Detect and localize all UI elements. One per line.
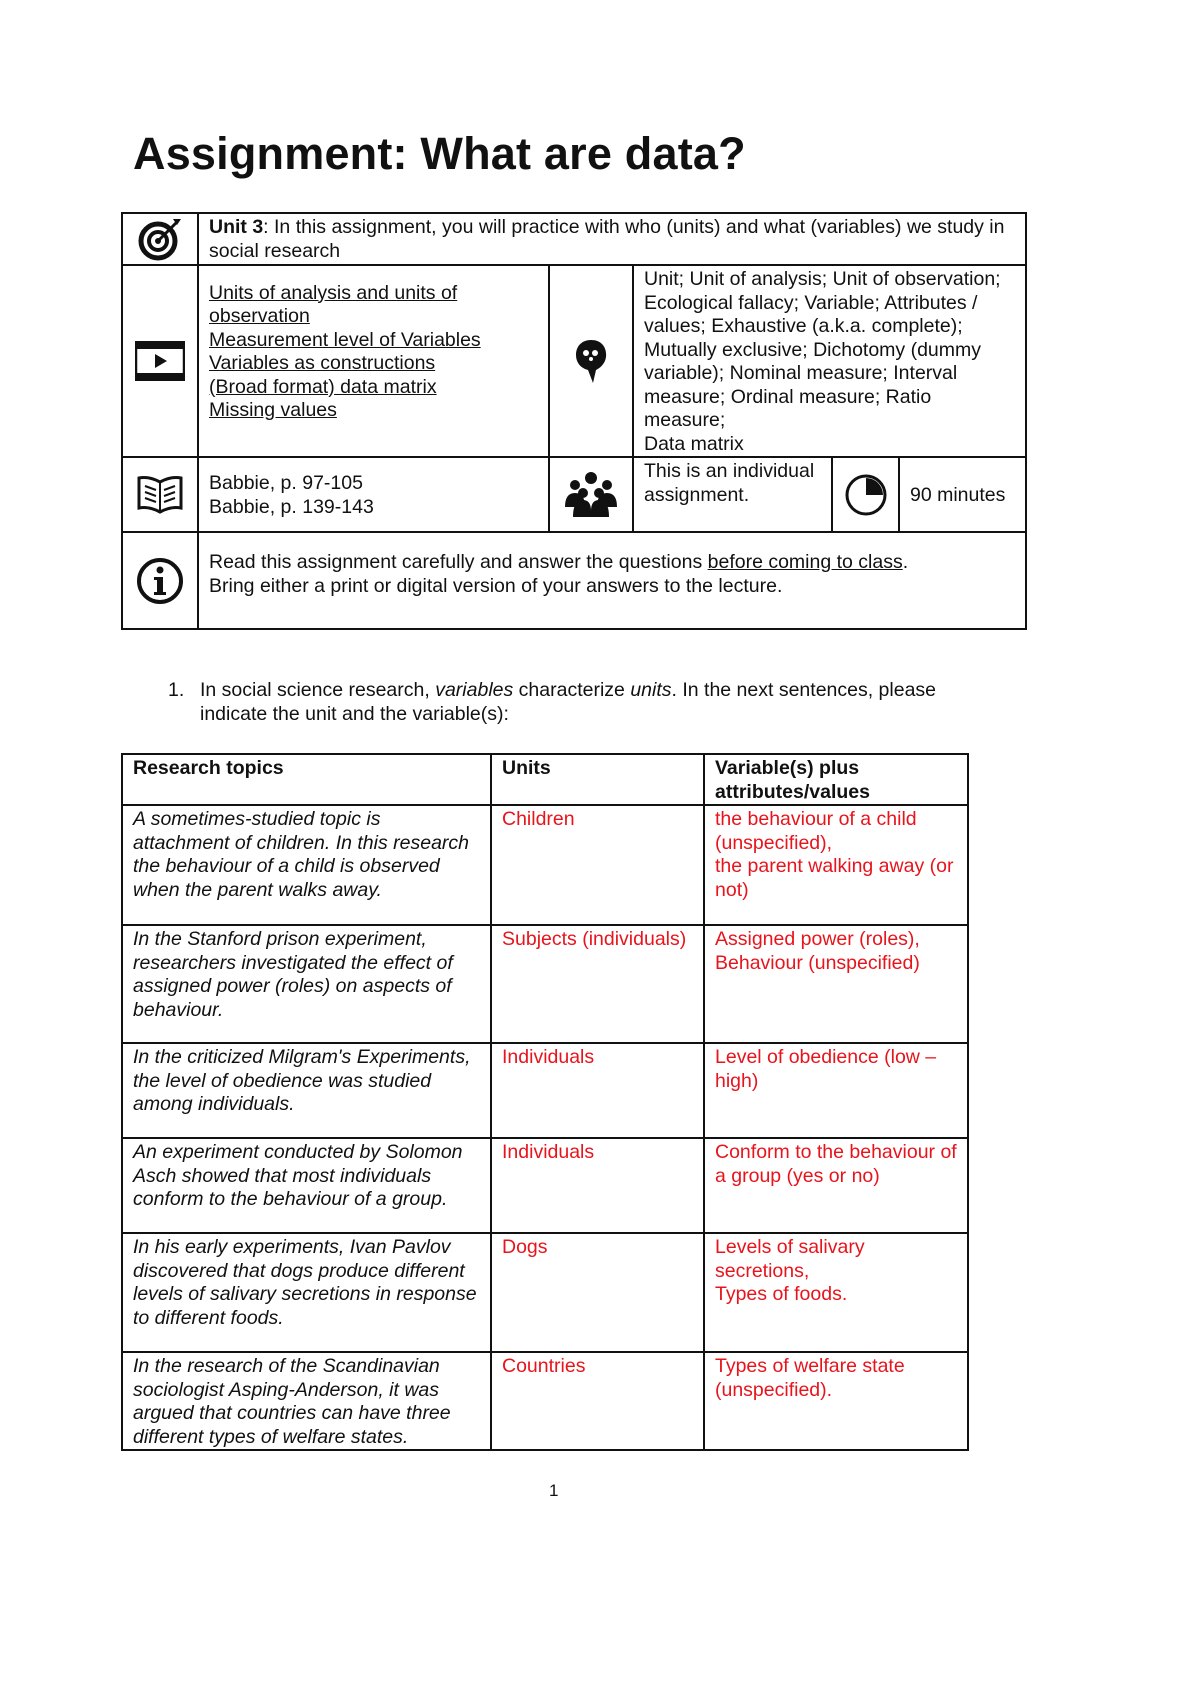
- head-concepts-icon: [548, 264, 634, 458]
- variables-cell: Types of welfare state (unspecified).: [703, 1351, 969, 1451]
- clock-icon: [831, 456, 900, 533]
- question-number: 1.: [168, 679, 185, 701]
- unit-cell: Subjects (individuals): [490, 924, 705, 1044]
- instructions: Read this assignment carefully and answe…: [196, 531, 1028, 630]
- unit-cell: Children: [490, 804, 705, 926]
- unit-cell: Individuals: [490, 1042, 705, 1139]
- table-row: In the criticized Milgram's Experiments,…: [121, 1042, 969, 1139]
- variables-cell: Assigned power (roles), Behaviour (unspe…: [703, 924, 969, 1044]
- topic-cell: A sometimes-studied topic is attachment …: [121, 804, 492, 926]
- info-icon: [121, 531, 199, 630]
- table-row: In the research of the Scandinavian soci…: [121, 1351, 969, 1451]
- topic-cell: In the research of the Scandinavian soci…: [121, 1351, 492, 1451]
- unit-cell: Dogs: [490, 1232, 705, 1353]
- header-research-topics: Research topics: [121, 753, 492, 806]
- variables-cell: the behaviour of a child (unspecified), …: [703, 804, 969, 926]
- table-row: A sometimes-studied topic is attachment …: [121, 804, 969, 926]
- video-links: Units of analysis and units of observati…: [197, 264, 550, 458]
- page-number: 1: [549, 1481, 559, 1500]
- video-link[interactable]: (Broad format) data matrix: [209, 375, 437, 398]
- target-icon: [121, 212, 199, 266]
- before-class-link: before coming to class: [707, 551, 903, 573]
- header-variables: Variable(s) plus attributes/values: [703, 753, 969, 806]
- reading-item: Babbie, p. 139-143: [209, 495, 374, 518]
- video-link[interactable]: Measurement level of Variables: [209, 328, 481, 351]
- readings: Babbie, p. 97-105 Babbie, p. 139-143: [197, 456, 550, 533]
- video-link[interactable]: Missing values: [209, 399, 337, 421]
- unit-cell: Countries: [490, 1351, 705, 1451]
- unit-cell: Individuals: [490, 1137, 705, 1234]
- table-row: In the Stanford prison experiment, resea…: [121, 924, 969, 1044]
- table-header-row: Research topics Units Variable(s) plus a…: [121, 753, 969, 806]
- table-row: In his early experiments, Ivan Pavlov di…: [121, 1232, 969, 1353]
- variables-cell: Level of obedience (low – high): [703, 1042, 969, 1139]
- variables-cell: Levels of salivary secretions, Types of …: [703, 1232, 969, 1353]
- duration: 90 minutes: [897, 456, 1028, 533]
- topic-cell: In the criticized Milgram's Experiments,…: [121, 1042, 492, 1139]
- unit-description: Unit 3: In this assignment, you will pra…: [196, 212, 1028, 266]
- video-icon: [121, 264, 199, 458]
- video-link[interactable]: Variables as constructions: [209, 352, 436, 374]
- group-icon: [548, 456, 634, 533]
- book-icon: [121, 456, 199, 533]
- topic-cell: In the Stanford prison experiment, resea…: [121, 924, 492, 1044]
- topic-cell: In his early experiments, Ivan Pavlov di…: [121, 1232, 492, 1353]
- key-concepts: Unit; Unit of analysis; Unit of observat…: [631, 264, 1028, 458]
- assignment-info-table: Unit 3: In this assignment, you will pra…: [121, 212, 1028, 630]
- topic-cell: An experiment conducted by Solomon Asch …: [121, 1137, 492, 1234]
- reading-item: Babbie, p. 97-105: [209, 472, 363, 494]
- video-link[interactable]: Units of analysis and units of observati…: [209, 281, 458, 328]
- header-units: Units: [490, 753, 705, 806]
- variables-cell: Conform to the behaviour of a group (yes…: [703, 1137, 969, 1234]
- table-row: An experiment conducted by Solomon Asch …: [121, 1137, 969, 1234]
- assignment-type: This is an individual assignment.: [632, 456, 833, 533]
- question-1: 1. In social science research, variables…: [168, 679, 937, 725]
- page-title: Assignment: What are data?: [133, 128, 746, 179]
- research-topics-table: Research topics Units Variable(s) plus a…: [121, 753, 969, 1451]
